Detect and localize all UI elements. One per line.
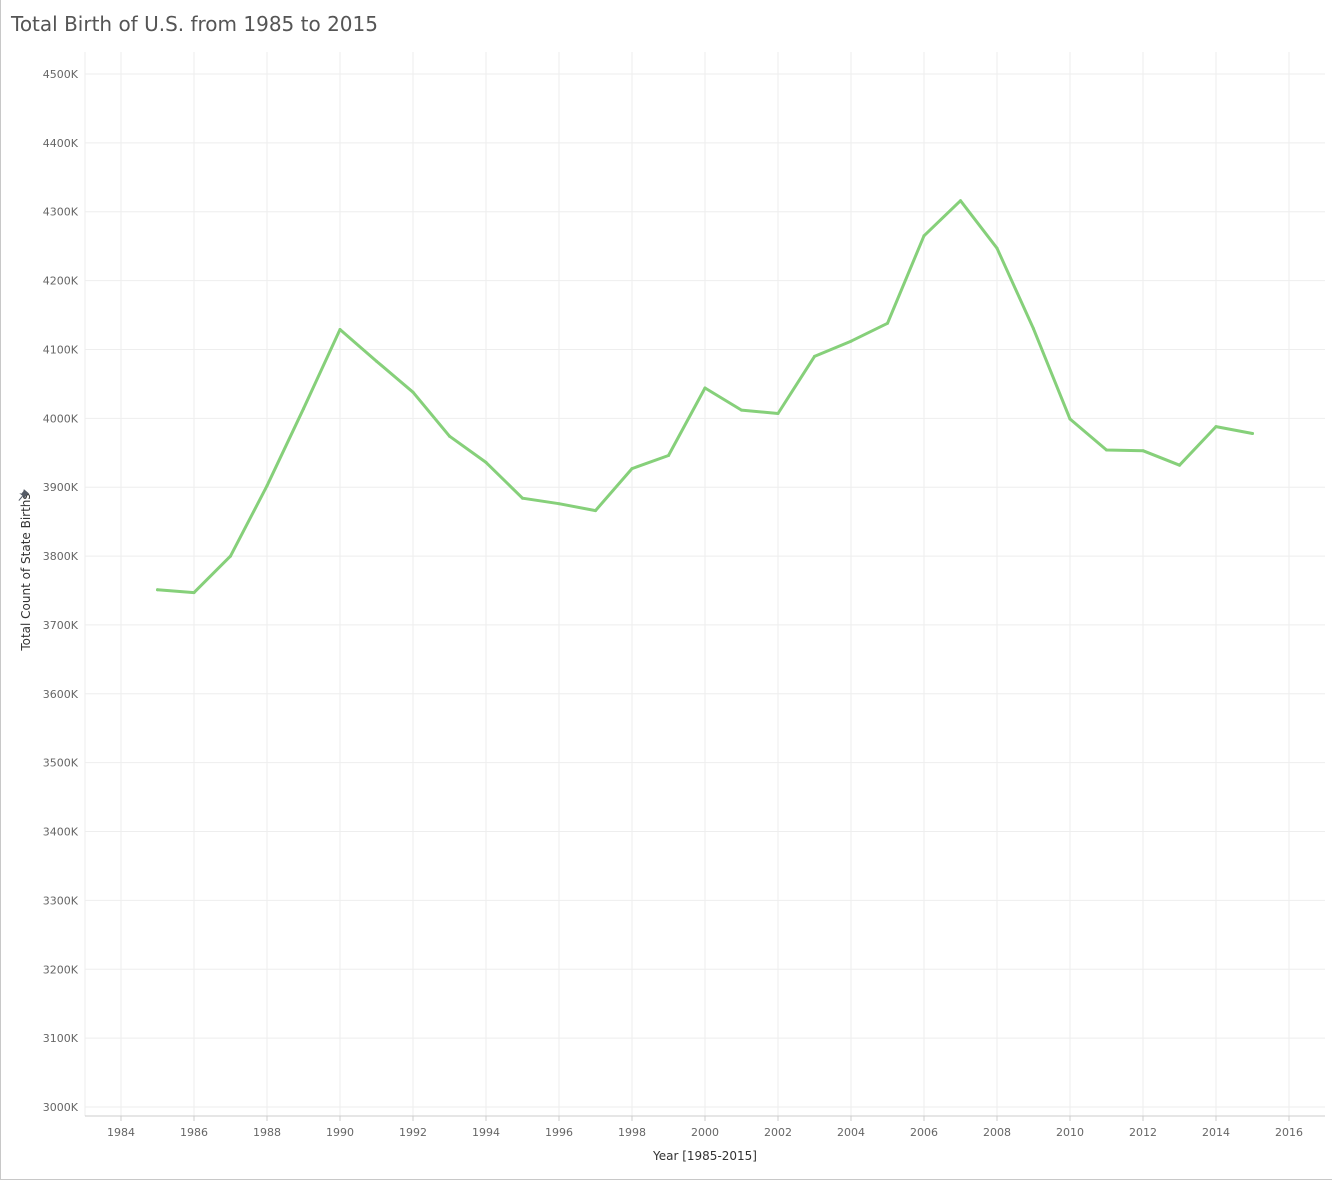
y-tick-label: 3900K bbox=[43, 481, 79, 494]
data-point[interactable] bbox=[703, 386, 707, 390]
y-axis-title: Total Count of State Births bbox=[19, 493, 33, 651]
data-point[interactable] bbox=[265, 484, 269, 488]
x-tick-label: 1998 bbox=[618, 1126, 646, 1139]
chart-title: Total Birth of U.S. from 1985 to 2015 bbox=[11, 12, 378, 36]
x-tick-label: 2012 bbox=[1129, 1126, 1157, 1139]
x-axis-ticks: 1984 1986 1988 1990 1992 1994 1996 1998 2000 2002… bbox=[107, 1116, 1303, 1139]
data-point[interactable] bbox=[1105, 448, 1108, 452]
y-tick-label: 3100K bbox=[43, 1032, 79, 1045]
y-tick-label: 3700K bbox=[43, 619, 79, 632]
y-tick-label: 4400K bbox=[43, 137, 79, 150]
data-point[interactable] bbox=[411, 390, 415, 394]
data-point[interactable] bbox=[484, 460, 488, 464]
data-point[interactable] bbox=[594, 509, 597, 513]
data-point[interactable] bbox=[338, 328, 342, 331]
x-tick-label: 2010 bbox=[1056, 1126, 1084, 1139]
data-point[interactable] bbox=[1251, 432, 1254, 435]
pin-icon bbox=[18, 489, 30, 501]
x-tick-label: 2006 bbox=[910, 1126, 938, 1139]
x-tick-label: 2014 bbox=[1202, 1126, 1230, 1139]
data-point[interactable] bbox=[886, 321, 889, 325]
x-tick-label: 1988 bbox=[253, 1126, 281, 1139]
x-tick-label: 1996 bbox=[545, 1126, 573, 1139]
series-layer bbox=[156, 199, 1254, 595]
x-tick-label: 1986 bbox=[180, 1126, 208, 1139]
data-point[interactable] bbox=[776, 412, 780, 415]
x-tick-label: 2002 bbox=[764, 1126, 792, 1139]
y-tick-label: 3500K bbox=[43, 757, 79, 770]
data-point[interactable] bbox=[156, 588, 159, 592]
y-tick-label: 3800K bbox=[43, 550, 79, 563]
data-point[interactable] bbox=[1032, 327, 1035, 331]
data-point[interactable] bbox=[302, 407, 305, 411]
data-point[interactable] bbox=[813, 354, 816, 358]
data-point[interactable] bbox=[229, 554, 232, 558]
data-point[interactable] bbox=[740, 408, 743, 412]
x-tick-label: 2000 bbox=[691, 1126, 719, 1139]
x-tick-label: 2004 bbox=[837, 1126, 865, 1139]
y-tick-label: 4500K bbox=[43, 68, 79, 81]
y-axis-title-group: Total Count of State Births bbox=[18, 489, 33, 652]
x-tick-label: 1984 bbox=[107, 1126, 135, 1139]
data-point[interactable] bbox=[192, 591, 196, 595]
x-tick-label: 1992 bbox=[399, 1126, 427, 1139]
data-point[interactable] bbox=[1214, 425, 1218, 429]
y-tick-label: 3000K bbox=[43, 1101, 79, 1114]
y-tick-label: 3300K bbox=[43, 894, 79, 907]
data-point[interactable] bbox=[630, 467, 634, 471]
data-point[interactable] bbox=[375, 359, 378, 363]
data-point[interactable] bbox=[959, 199, 962, 203]
x-axis-title: Year [1985-2015] bbox=[652, 1149, 757, 1163]
y-tick-label: 4200K bbox=[43, 275, 79, 288]
data-point[interactable] bbox=[521, 496, 524, 500]
data-point[interactable] bbox=[995, 246, 999, 250]
data-point[interactable] bbox=[849, 339, 853, 343]
y-tick-label: 4300K bbox=[43, 206, 79, 219]
y-tick-label: 3600K bbox=[43, 688, 79, 701]
y-tick-label: 3200K bbox=[43, 963, 79, 976]
data-point[interactable] bbox=[1141, 449, 1145, 453]
x-tick-label: 1994 bbox=[472, 1126, 500, 1139]
data-point[interactable] bbox=[1068, 417, 1072, 421]
data-point[interactable] bbox=[557, 502, 561, 506]
y-tick-label: 3400K bbox=[43, 826, 79, 839]
y-axis-ticks: 3000K 3100K 3200K 3300K 3400K 3500K 3600K 3700K… bbox=[43, 68, 79, 1114]
data-point[interactable] bbox=[667, 454, 670, 457]
data-point[interactable] bbox=[922, 234, 926, 238]
y-tick-label: 4000K bbox=[43, 412, 79, 425]
x-tick-label: 2008 bbox=[983, 1126, 1011, 1139]
y-tick-label: 4100K bbox=[43, 343, 79, 356]
data-point[interactable] bbox=[1178, 463, 1181, 467]
data-point[interactable] bbox=[448, 434, 451, 438]
x-tick-label: 1990 bbox=[326, 1126, 354, 1139]
grid-lines bbox=[84, 52, 1325, 1116]
x-tick-label: 2016 bbox=[1275, 1126, 1303, 1139]
